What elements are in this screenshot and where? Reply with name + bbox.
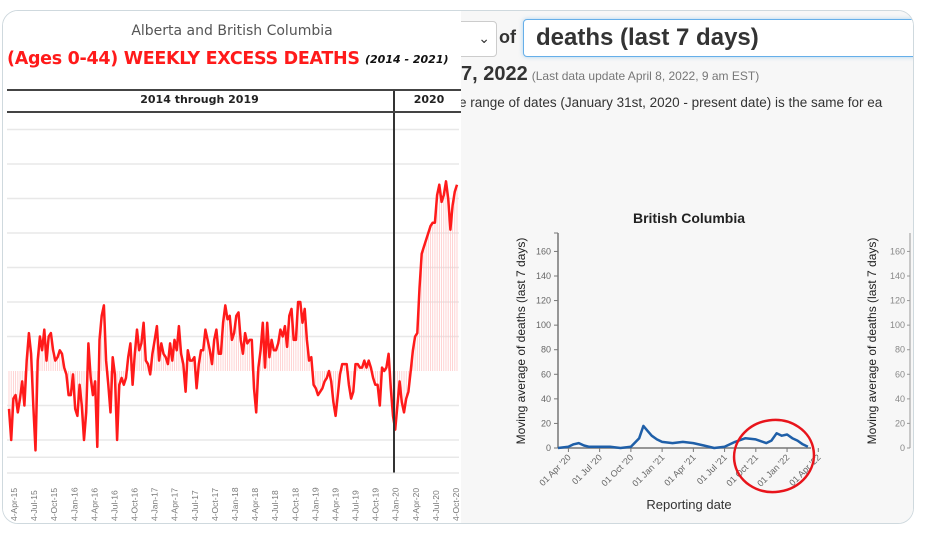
- excess-deaths-line: [7, 180, 459, 452]
- y-tick-label: 120: [890, 296, 905, 306]
- x-tick-label: 4-Jul-17: [190, 490, 200, 521]
- bc-chart: British Columbia 0 20 40 60 80 100 120 140 160 Mov…: [514, 210, 911, 512]
- x-tick-label: 4-Jul-15: [29, 490, 39, 521]
- chart-subtitle: Alberta and British Columbia: [131, 23, 333, 39]
- y-tick-label: 120: [536, 296, 551, 306]
- chart-title: (Ages 0-44) WEEKLY EXCESS DEATHS: [7, 49, 360, 69]
- x-tick-label: 4-Oct-17: [210, 488, 220, 521]
- excess-deaths-chart: 4-Apr-15 4-Jul-15 4-Oct-15 4-Jan-16 4-Apr-16…: [7, 89, 461, 521]
- y-tick-label: 0: [546, 443, 551, 453]
- metric-select[interactable]: deaths (last 7 days): [523, 19, 913, 57]
- x-tick-label: 01 Apr '22: [787, 452, 823, 488]
- x-tick-label: 4-Jan-20: [391, 487, 401, 521]
- highlight-circle: [732, 418, 816, 494]
- y-tick-label: 140: [536, 271, 551, 281]
- x-tick-label: 4-Apr-17: [170, 488, 180, 521]
- x-tick-label: 4-Oct-18: [290, 488, 300, 521]
- y-tick-label: 0: [900, 443, 905, 453]
- y-tick-label: 20: [541, 418, 551, 428]
- date-heading: 7, 2022 (Last data update April 8, 2022, …: [461, 63, 759, 86]
- x-axis-label: Reporting date: [646, 497, 731, 512]
- y-tick-label: 40: [541, 394, 551, 404]
- x-tick-label: 01 Jan '22: [755, 452, 791, 488]
- x-tick-label: 4-Jan-16: [69, 487, 79, 521]
- period-label-2014-2019: 2014 through 2019: [140, 93, 259, 106]
- x-tick-label: 01 Apr '20: [537, 452, 573, 488]
- x-tick-label: 4-Apr-16: [89, 488, 99, 521]
- x-tick-label: 01 Oct '21: [724, 452, 760, 488]
- y-tick-label: 100: [890, 320, 905, 330]
- y-tick-label: 80: [541, 345, 551, 355]
- x-tick-label: 4-Oct-20: [451, 488, 461, 521]
- metric-connector: of: [499, 27, 516, 47]
- x-tick-label: 4-Apr-15: [9, 488, 19, 521]
- y-tick-label: 160: [536, 246, 551, 256]
- tweet-image-frame: 4-Apr-15 4-Jul-15 4-Oct-15 4-Jan-16 4-Apr-16…: [2, 10, 914, 524]
- y-tick-label: 160: [890, 246, 905, 256]
- x-tick-label: 4-Jul-19: [351, 490, 361, 521]
- y-axis-label: Moving average of deaths (last 7 days): [865, 238, 879, 445]
- x-tick-label: 4-Apr-18: [250, 488, 260, 521]
- excess-deaths-panel: 4-Apr-15 4-Jul-15 4-Oct-15 4-Jan-16 4-Apr-16…: [3, 11, 461, 523]
- date-range-note: e range of dates (January 31st, 2020 - p…: [461, 95, 883, 110]
- x-tick-label: 4-Oct-16: [130, 488, 140, 521]
- dashboard-panel: ⌄ of deaths (last 7 days) 7, 2022 (Last d…: [461, 11, 913, 523]
- chevron-down-icon: ⌄: [478, 30, 490, 46]
- y-tick-label: 60: [895, 369, 905, 379]
- y-axis-label: Moving average of deaths (last 7 days): [514, 238, 528, 445]
- x-tick-label: 4-Oct-19: [371, 488, 381, 521]
- last-update: (Last data update April 8, 2022, 9 am ES…: [531, 69, 760, 83]
- y-tick-label: 80: [895, 345, 905, 355]
- y-tick-label: 140: [890, 271, 905, 281]
- x-tick-label: 4-Jul-20: [431, 490, 441, 521]
- measure-select[interactable]: ⌄: [461, 21, 497, 57]
- x-tick-label: 01 Oct '20: [599, 452, 635, 488]
- metric-value: deaths (last 7 days): [536, 24, 759, 51]
- y-tick-label: 40: [895, 394, 905, 404]
- x-tick-label: 4-Apr-20: [411, 488, 421, 521]
- chart-range: (2014 - 2021): [365, 53, 449, 66]
- bc-chart-title: British Columbia: [633, 210, 745, 226]
- x-tick-label: 4-Oct-15: [49, 488, 59, 521]
- y-tick-label: 60: [541, 369, 551, 379]
- y-tick-label: 20: [895, 418, 905, 428]
- x-tick-label: 01 Apr '21: [662, 452, 698, 488]
- y-tick-label: 100: [536, 320, 551, 330]
- x-tick-label: 4-Jan-17: [150, 487, 160, 521]
- x-tick-label: 4-Jan-19: [310, 487, 320, 521]
- period-header: 2014 through 2019 2020: [7, 89, 461, 113]
- date-fragment: 7, 2022: [461, 63, 528, 85]
- x-tick-label: 4-Jul-18: [270, 490, 280, 521]
- period-label-2020: 2020: [413, 93, 445, 106]
- x-tick-label: 4-Jul-16: [109, 490, 119, 521]
- x-tick-label: 01 Jan '21: [630, 452, 666, 488]
- bc-deaths-line: [557, 424, 809, 450]
- x-tick-label: 4-Jan-18: [230, 487, 240, 521]
- x-tick-label: 4-Apr-19: [330, 488, 340, 521]
